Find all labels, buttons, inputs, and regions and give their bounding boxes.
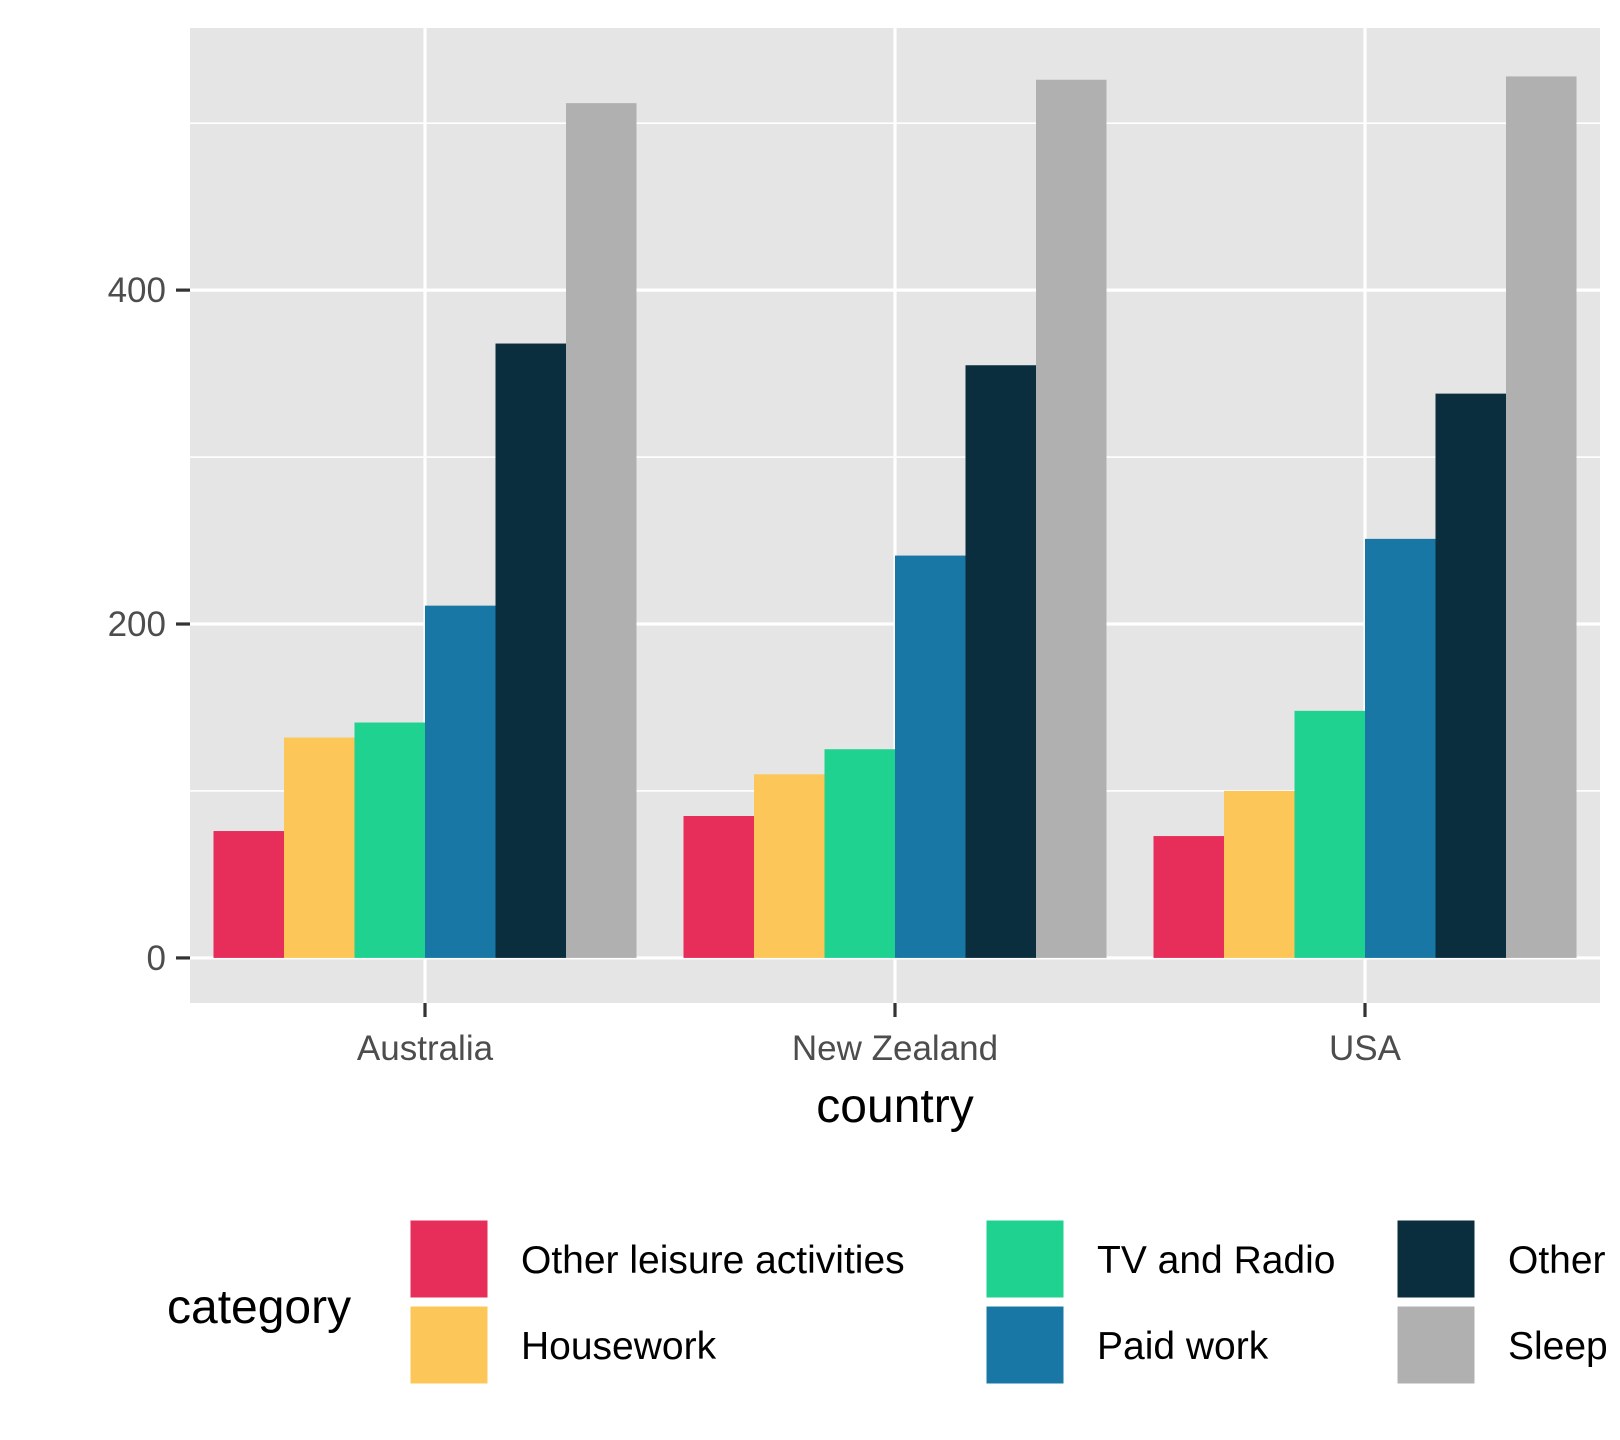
bar <box>965 365 1036 958</box>
bar <box>566 103 637 958</box>
legend-title: category <box>167 1281 351 1334</box>
legend-label: Other <box>1508 1239 1606 1282</box>
y-tick-label: 400 <box>108 271 166 310</box>
bar <box>1435 393 1506 958</box>
legend-label: Other leisure activities <box>521 1239 905 1282</box>
bar <box>824 749 895 958</box>
bar <box>495 343 566 958</box>
axis-layer: 0 200 400 Australia New Zealand USA <box>108 271 1402 1068</box>
legend-key <box>407 1303 491 1387</box>
legend-label: Paid work <box>1097 1325 1269 1368</box>
bar <box>754 774 825 958</box>
legend: category Other leisure activities Housewo… <box>167 1217 1608 1387</box>
legend-key <box>983 1217 1067 1301</box>
bar-layer <box>213 76 1577 958</box>
bar <box>425 605 496 958</box>
bar <box>1153 836 1224 958</box>
y-tick-label: 0 <box>147 939 166 978</box>
bar <box>1506 76 1577 958</box>
bar <box>354 722 425 958</box>
legend-key <box>1394 1217 1478 1301</box>
legend-key <box>407 1217 491 1301</box>
legend-label: Sleep <box>1508 1325 1608 1368</box>
legend-key <box>983 1303 1067 1387</box>
x-tick-label: Australia <box>357 1029 494 1068</box>
legend-label: Housework <box>521 1325 717 1368</box>
x-tick-label: USA <box>1329 1029 1402 1068</box>
bar <box>895 555 966 958</box>
legend-key <box>1394 1303 1478 1387</box>
bar <box>683 816 754 958</box>
bar <box>1365 538 1436 958</box>
y-tick-label: 200 <box>108 605 166 644</box>
bar <box>1294 710 1365 958</box>
x-tick-label: New Zealand <box>792 1029 998 1068</box>
bar <box>1224 790 1295 958</box>
x-axis-title: country <box>816 1080 973 1133</box>
bar <box>1036 79 1107 958</box>
bar <box>213 831 284 958</box>
legend-label: TV and Radio <box>1097 1239 1335 1282</box>
bar <box>284 737 355 958</box>
